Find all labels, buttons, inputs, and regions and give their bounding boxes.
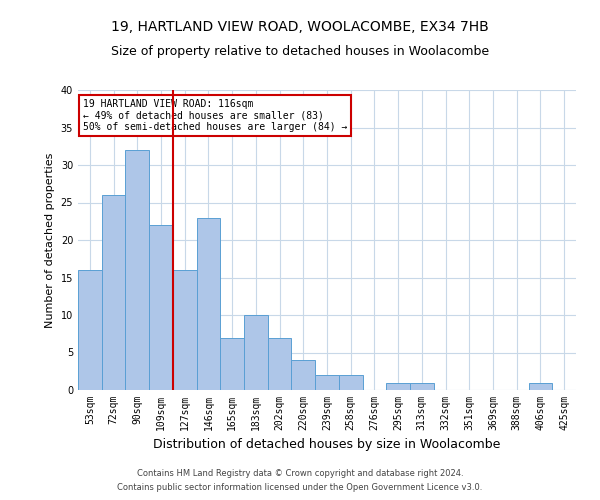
Text: Size of property relative to detached houses in Woolacombe: Size of property relative to detached ho… (111, 45, 489, 58)
Text: 19 HARTLAND VIEW ROAD: 116sqm
← 49% of detached houses are smaller (83)
50% of s: 19 HARTLAND VIEW ROAD: 116sqm ← 49% of d… (83, 99, 347, 132)
Text: Contains HM Land Registry data © Crown copyright and database right 2024.: Contains HM Land Registry data © Crown c… (137, 468, 463, 477)
Bar (529, 382, 552, 390)
Bar (102, 195, 125, 390)
Text: 19, HARTLAND VIEW ROAD, WOOLACOMBE, EX34 7HB: 19, HARTLAND VIEW ROAD, WOOLACOMBE, EX34… (111, 20, 489, 34)
Bar (268, 338, 292, 390)
Bar (244, 315, 268, 390)
Y-axis label: Number of detached properties: Number of detached properties (45, 152, 55, 328)
Bar (315, 375, 339, 390)
Bar (149, 225, 173, 390)
Text: Contains public sector information licensed under the Open Government Licence v3: Contains public sector information licen… (118, 484, 482, 492)
Bar (125, 150, 149, 390)
Bar (220, 338, 244, 390)
Bar (339, 375, 362, 390)
X-axis label: Distribution of detached houses by size in Woolacombe: Distribution of detached houses by size … (154, 438, 500, 452)
Bar (410, 382, 434, 390)
Bar (78, 270, 102, 390)
Bar (173, 270, 197, 390)
Bar (386, 382, 410, 390)
Bar (197, 218, 220, 390)
Bar (292, 360, 315, 390)
